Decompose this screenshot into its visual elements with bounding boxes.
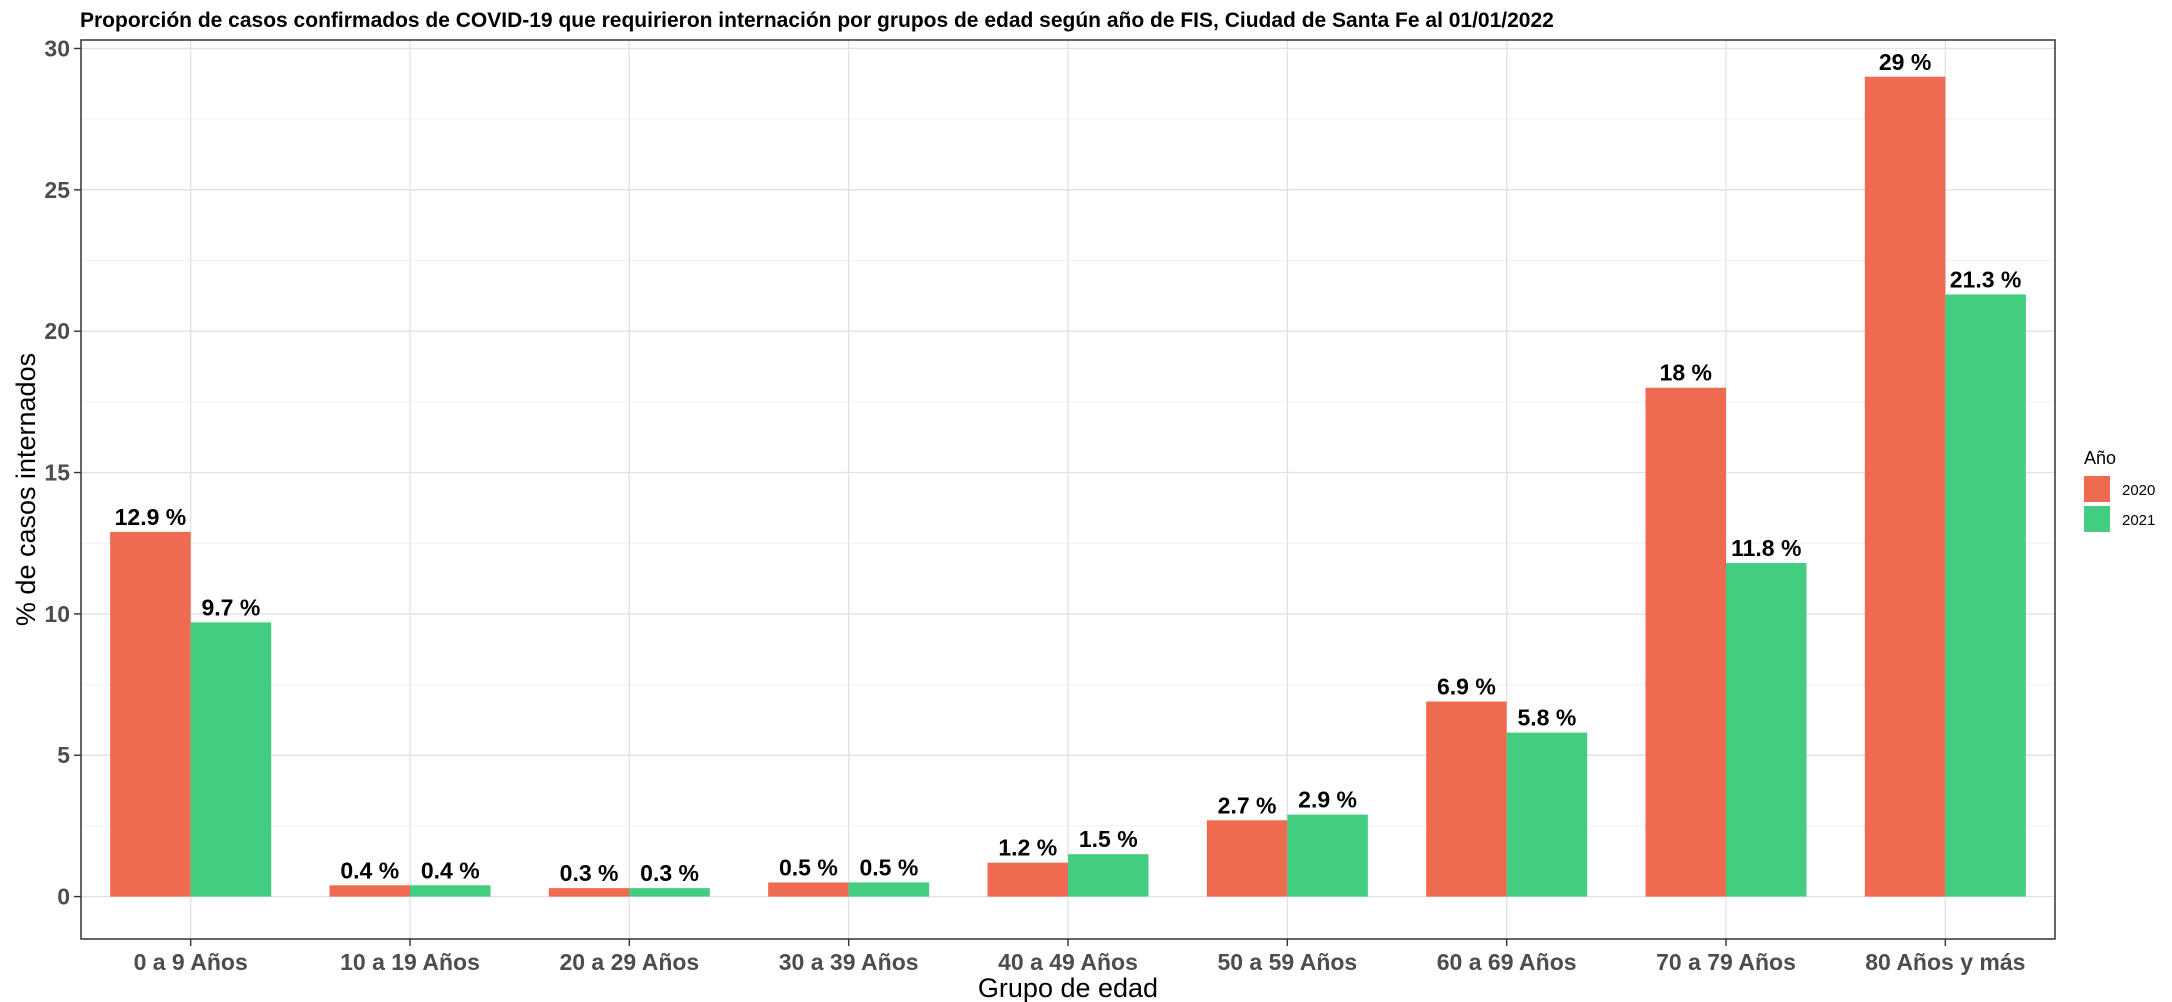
y-tick-label: 15 bbox=[44, 460, 70, 486]
y-tick-label: 25 bbox=[44, 177, 70, 203]
data-label-2020-3: 0.5 % bbox=[779, 854, 838, 880]
bar-2020-0 bbox=[110, 531, 191, 897]
legend-title: Año bbox=[2084, 448, 2116, 468]
bars bbox=[110, 76, 2026, 897]
legend: Año 2020 2021 bbox=[2084, 448, 2155, 532]
x-tick-label: 0 a 9 Años bbox=[134, 949, 248, 975]
bar-2020-3 bbox=[768, 882, 849, 897]
data-label-2020-8: 29 % bbox=[1879, 49, 1931, 75]
chart-title: Proporción de casos confirmados de COVID… bbox=[80, 9, 1554, 32]
bar-2020-1 bbox=[329, 885, 410, 897]
data-label-2020-4: 1.2 % bbox=[998, 835, 1057, 861]
data-label-2021-2: 0.3 % bbox=[640, 860, 699, 886]
x-axis: 0 a 9 Años 10 a 19 Años 20 a 29 Años 30 a 3… bbox=[134, 939, 2025, 975]
bar-2020-7 bbox=[1645, 387, 1726, 897]
data-labels: 12.9 % 0.4 % 0.3 % 0.5 % 1.2 % 2.7 % 6.9 % 18 %… bbox=[115, 49, 2022, 886]
bar-2021-7 bbox=[1726, 563, 1807, 897]
data-label-2021-3: 0.5 % bbox=[860, 854, 919, 880]
data-label-2021-6: 5.8 % bbox=[1518, 705, 1577, 731]
y-tick-label: 30 bbox=[44, 35, 70, 61]
y-tick-label: 20 bbox=[44, 318, 70, 344]
bar-2021-1 bbox=[410, 885, 491, 897]
data-label-2020-6: 6.9 % bbox=[1437, 674, 1496, 700]
legend-key-2021 bbox=[2084, 506, 2110, 532]
data-label-2020-7: 18 % bbox=[1660, 360, 1712, 386]
bar-2021-0 bbox=[190, 622, 272, 897]
data-label-2020-1: 0.4 % bbox=[340, 857, 399, 883]
x-tick-label: 50 a 59 Años bbox=[1217, 949, 1357, 975]
bar-2021-8 bbox=[1945, 294, 2026, 897]
x-tick-label: 20 a 29 Años bbox=[559, 949, 699, 975]
data-label-2020-2: 0.3 % bbox=[560, 860, 619, 886]
y-tick-label: 5 bbox=[57, 742, 70, 768]
x-axis-title: Grupo de edad bbox=[978, 973, 1158, 1002]
x-tick-label: 60 a 69 Años bbox=[1437, 949, 1577, 975]
data-label-2021-7: 11.8 % bbox=[1731, 535, 1801, 561]
bar-2020-2 bbox=[548, 888, 630, 897]
x-tick-label: 10 a 19 Años bbox=[340, 949, 480, 975]
bar-2020-8 bbox=[1864, 76, 1946, 897]
data-label-2021-1: 0.4 % bbox=[421, 857, 480, 883]
data-label-2021-4: 1.5 % bbox=[1079, 826, 1138, 852]
y-tick-label: 0 bbox=[57, 884, 70, 910]
bar-2021-3 bbox=[848, 882, 930, 897]
x-tick-label: 40 a 49 Años bbox=[998, 949, 1138, 975]
data-label-2020-0: 12.9 % bbox=[115, 504, 187, 530]
data-label-2021-8: 21.3 % bbox=[1950, 266, 2022, 292]
y-axis-title: % de casos internados bbox=[11, 353, 41, 626]
bar-2021-5 bbox=[1287, 814, 1368, 897]
y-axis: 0 5 10 15 20 25 30 bbox=[44, 35, 81, 910]
legend-key-2020 bbox=[2084, 476, 2110, 502]
bar-2020-6 bbox=[1426, 701, 1507, 897]
x-tick-label: 30 a 39 Años bbox=[779, 949, 919, 975]
legend-label-2021: 2021 bbox=[2122, 512, 2155, 529]
bar-2020-4 bbox=[987, 862, 1068, 897]
data-label-2020-5: 2.7 % bbox=[1218, 792, 1277, 818]
data-label-2021-5: 2.9 % bbox=[1298, 787, 1357, 813]
x-tick-label: 70 a 79 Años bbox=[1656, 949, 1796, 975]
x-tick-label: 80 Años y más bbox=[1865, 949, 2025, 975]
bar-2021-4 bbox=[1068, 854, 1149, 897]
y-tick-label: 10 bbox=[44, 601, 70, 627]
legend-label-2020: 2020 bbox=[2122, 482, 2155, 499]
bar-2021-6 bbox=[1506, 732, 1588, 897]
bar-2021-2 bbox=[629, 888, 710, 897]
bar-2020-5 bbox=[1206, 820, 1288, 897]
data-label-2021-0: 9.7 % bbox=[202, 594, 261, 620]
